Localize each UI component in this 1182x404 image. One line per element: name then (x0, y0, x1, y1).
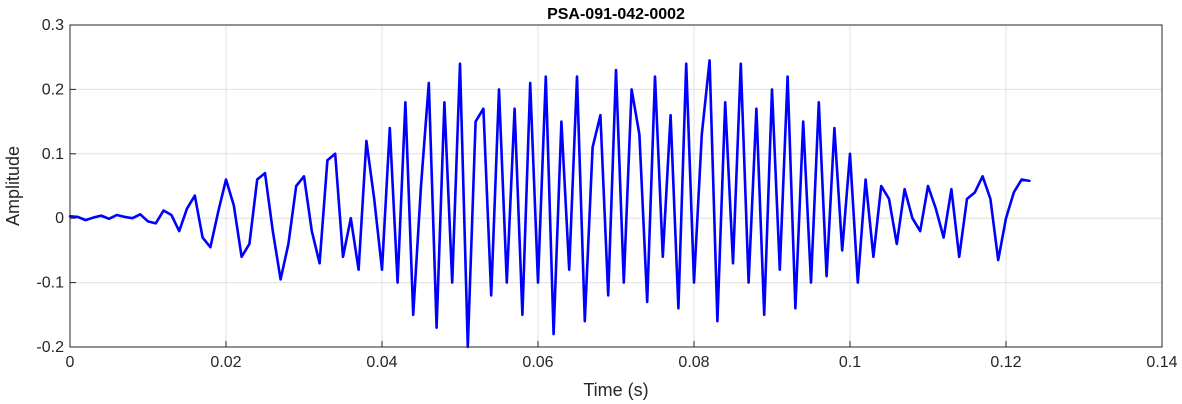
y-tick-label: 0.1 (42, 146, 64, 163)
chart-title: PSA-091-042-0002 (547, 6, 685, 23)
y-tick-label: 0.2 (42, 81, 64, 98)
x-tick-label: 0.02 (210, 354, 241, 371)
y-axis-label: Amplitude (3, 146, 23, 226)
series-group (68, 59, 1031, 349)
x-tick-label: 0.04 (366, 354, 397, 371)
x-tick-label: 0.14 (1146, 354, 1177, 371)
y-axis-ticks: -0.2 -0.1 0 0.1 0.2 0.3 (36, 17, 76, 356)
x-tick-label: 0.12 (990, 354, 1021, 371)
x-tick-label: 0.06 (522, 354, 553, 371)
x-tick-label: 0.1 (839, 354, 861, 371)
y-tick-label: 0 (55, 210, 64, 227)
y-tick-label: 0.3 (42, 17, 64, 34)
plot-frame (69, 24, 1163, 348)
x-tick-label: 0.08 (678, 354, 709, 371)
series-line-0 (68, 59, 1031, 349)
x-tick-label: 0 (66, 354, 75, 371)
y-tick-label: -0.1 (36, 275, 64, 292)
x-axis-label: Time (s) (583, 380, 648, 400)
y-tick-label: -0.2 (36, 339, 64, 356)
x-axis-ticks: 0 0.02 0.04 0.06 0.08 0.1 0.12 0.14 (66, 341, 1178, 371)
